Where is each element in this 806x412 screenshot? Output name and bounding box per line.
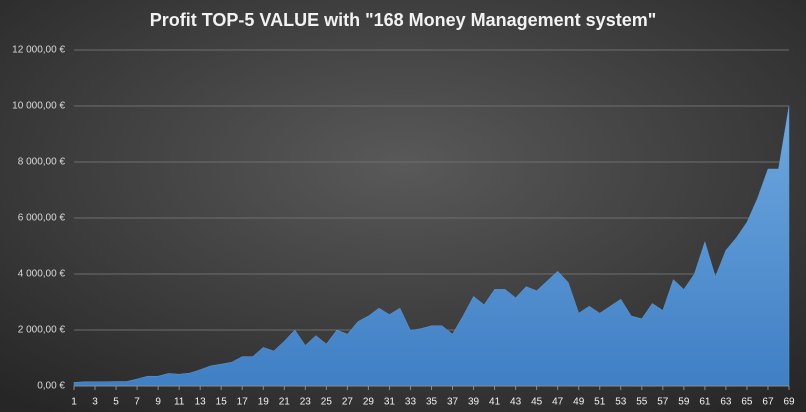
x-tick-label: 15 [216, 397, 228, 408]
x-tick-label: 31 [384, 397, 396, 408]
x-tick-label: 19 [258, 397, 270, 408]
y-tick-label: 10 000,00 € [12, 101, 65, 112]
x-tick-label: 35 [426, 397, 438, 408]
x-tick-label: 51 [594, 397, 606, 408]
x-tick-label: 13 [195, 397, 207, 408]
y-tick-label: 6 000,00 € [18, 213, 66, 224]
x-tick-label: 65 [741, 397, 753, 408]
x-tick-label: 43 [510, 397, 522, 408]
x-tick-label: 59 [678, 397, 690, 408]
x-tick-label: 5 [113, 397, 119, 408]
x-tick-label: 61 [699, 397, 711, 408]
x-tick-label: 1 [71, 397, 77, 408]
x-tick-label: 39 [468, 397, 480, 408]
x-tick-label: 33 [405, 397, 417, 408]
x-tick-label: 67 [762, 397, 774, 408]
y-tick-label: 12 000,00 € [12, 45, 65, 56]
x-tick-label: 7 [134, 397, 140, 408]
y-tick-label: 0,00 € [37, 381, 65, 392]
x-tick-label: 57 [657, 397, 669, 408]
x-tick-label: 47 [552, 397, 564, 408]
x-tick-label: 3 [92, 397, 98, 408]
x-tick-label: 25 [321, 397, 333, 408]
x-tick-label: 27 [342, 397, 354, 408]
y-tick-label: 4 000,00 € [18, 269, 66, 280]
x-tick-label: 69 [783, 397, 795, 408]
x-tick-label: 11 [174, 397, 185, 408]
x-tick-label: 55 [636, 397, 648, 408]
x-tick-label: 37 [447, 397, 459, 408]
x-tick-label: 49 [573, 397, 585, 408]
x-tick-label: 17 [237, 397, 249, 408]
x-tick-label: 29 [363, 397, 375, 408]
x-tick-label: 23 [300, 397, 312, 408]
y-tick-label: 2 000,00 € [18, 325, 66, 336]
x-tick-label: 63 [720, 397, 732, 408]
chart-title: Profit TOP-5 VALUE with "168 Money Manag… [150, 10, 657, 30]
x-tick-label: 45 [531, 397, 543, 408]
area [73, 105, 790, 387]
y-tick-label: 8 000,00 € [18, 157, 66, 168]
x-tick-label: 21 [279, 397, 291, 408]
x-tick-label: 41 [489, 397, 501, 408]
x-tick-label: 53 [615, 397, 627, 408]
x-tick-label: 9 [155, 397, 161, 408]
